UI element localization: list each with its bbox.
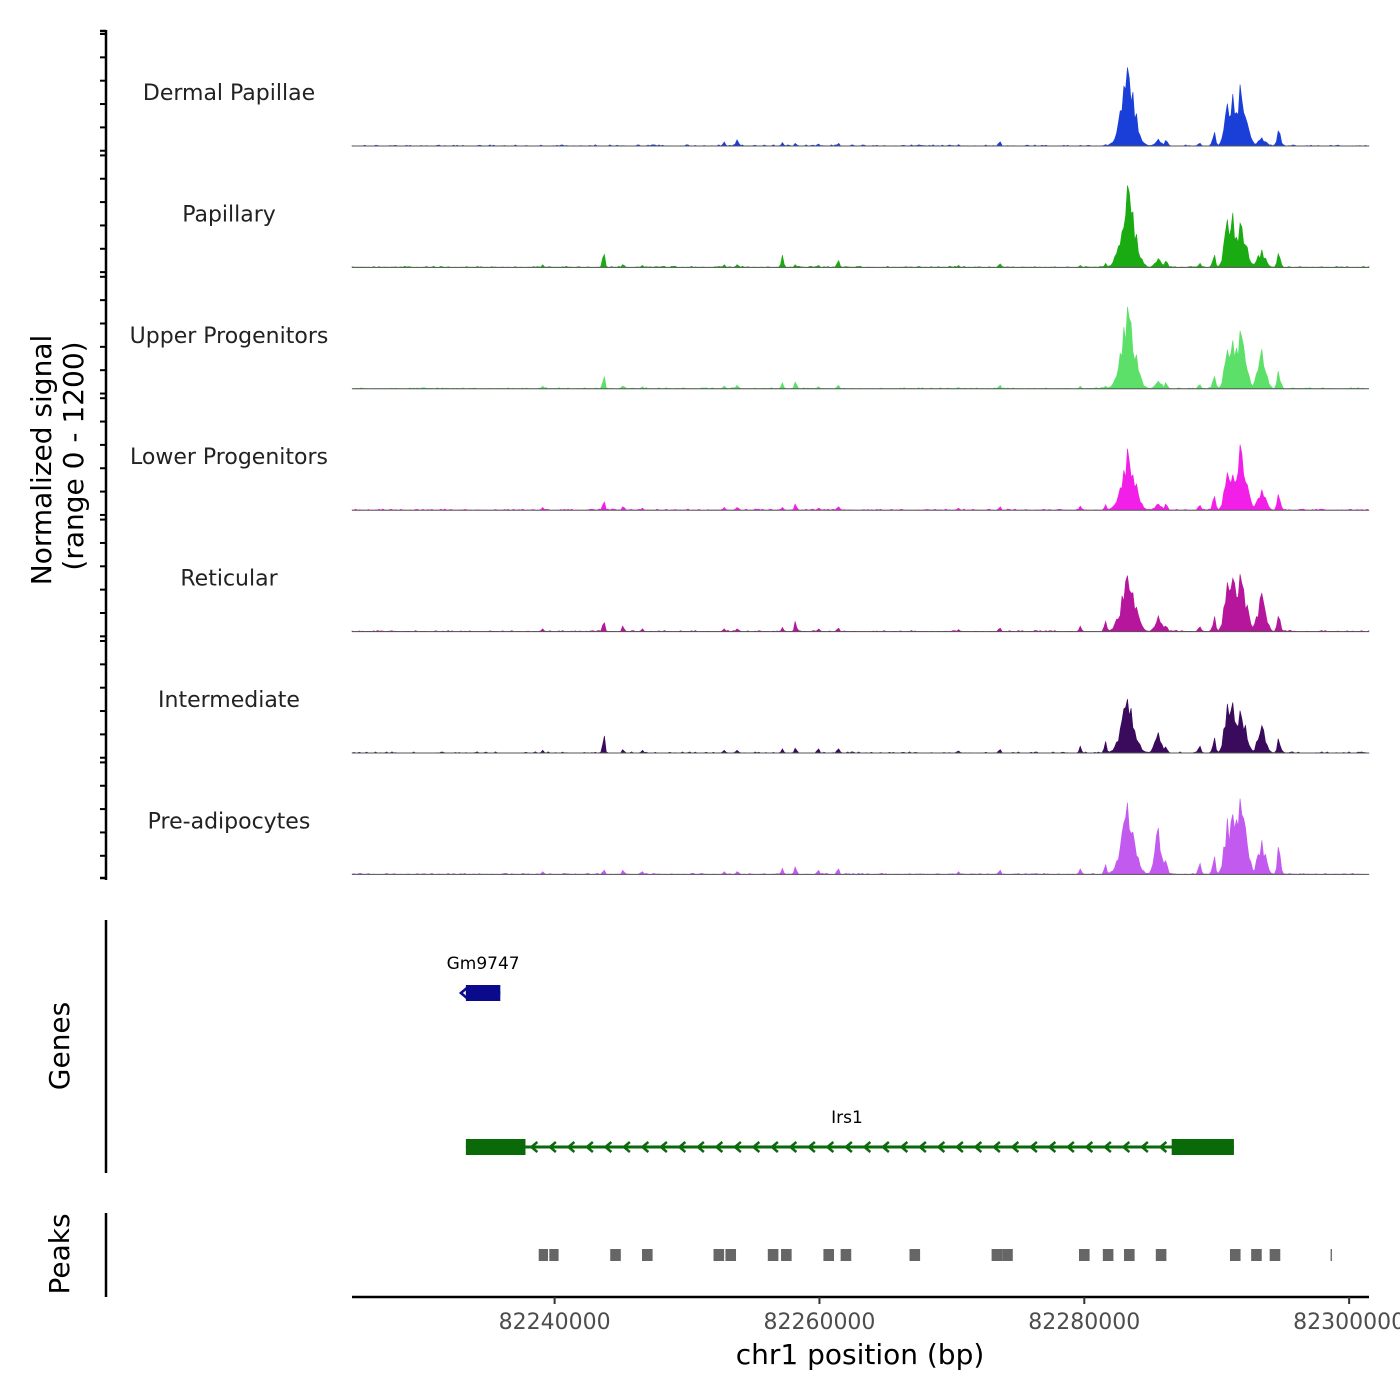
peaks-panel [104, 1213, 1332, 1297]
strand-arrow [899, 1141, 909, 1153]
peak-region [991, 1249, 1003, 1261]
coverage-track: Intermediate [100, 640, 1370, 759]
strand-arrow [695, 1141, 705, 1153]
strand-arrow [843, 1141, 853, 1153]
gene-model: Gm9747 [447, 954, 520, 1001]
track-label: Papillary [182, 202, 276, 227]
x-tick-label: 82240000 [499, 1310, 611, 1335]
strand-arrow [862, 1141, 872, 1153]
strand-arrow [640, 1141, 650, 1153]
coverage-panel: Dermal Papillae Papillary Upper Progenitor… [100, 29, 1370, 880]
strand-arrow [1139, 1141, 1149, 1153]
peak-region [713, 1249, 725, 1261]
peak-region [1330, 1249, 1332, 1261]
coverage-track: Lower Progenitors [100, 397, 1370, 516]
gene-label: Irs1 [831, 1108, 863, 1128]
peak-region [840, 1249, 852, 1261]
peak-region [538, 1249, 548, 1261]
coverage-area [351, 698, 1370, 754]
strand-arrow [677, 1141, 687, 1153]
genes-panel-title: Genes [43, 1002, 76, 1090]
strand-arrow [954, 1141, 964, 1153]
strand-arrow [991, 1141, 1001, 1153]
peak-region [1124, 1249, 1135, 1261]
strand-arrow [917, 1141, 927, 1153]
strand-arrow [547, 1141, 557, 1153]
coverage-area [351, 444, 1370, 511]
strand-arrow [603, 1141, 613, 1153]
track-label: Upper Progenitors [130, 324, 329, 349]
strand-arrow [1121, 1141, 1131, 1153]
peak-region [909, 1249, 921, 1261]
strand-arrow [880, 1141, 890, 1153]
strand-arrow [658, 1141, 668, 1153]
track-label: Reticular [180, 567, 278, 592]
strand-arrow [584, 1141, 594, 1153]
strand-arrow [751, 1141, 761, 1153]
coverage-area [351, 798, 1370, 875]
strand-arrow [936, 1141, 946, 1153]
strand-arrow [621, 1141, 631, 1153]
genes-panel: Gm9747 Irs1 [104, 920, 1234, 1173]
strand-arrow [973, 1141, 983, 1153]
strand-arrow [714, 1141, 724, 1153]
peak-region [781, 1249, 792, 1261]
peak-region [1078, 1249, 1090, 1261]
coverage-track: Papillary [100, 154, 1370, 274]
strand-arrow [806, 1141, 816, 1153]
peak-region [549, 1249, 559, 1261]
peak-region [767, 1249, 779, 1261]
strand-arrow [1028, 1141, 1038, 1153]
strand-arrow [1010, 1141, 1020, 1153]
peak-region [610, 1249, 621, 1261]
strand-arrow [788, 1141, 798, 1153]
y-axis-title-line2: (range 0 - 1200) [57, 341, 90, 570]
peak-region [642, 1249, 653, 1261]
x-tick-label: 82300000 [1293, 1310, 1400, 1335]
strand-arrow [1047, 1141, 1057, 1153]
strand-arrow [732, 1141, 742, 1153]
peak-region [1002, 1249, 1013, 1261]
strand-arrow [825, 1141, 835, 1153]
track-label: Intermediate [158, 688, 300, 713]
strand-arrow [529, 1141, 539, 1153]
peak-region [823, 1249, 835, 1261]
coverage-track: Dermal Papillae [100, 33, 1370, 152]
x-tick-label: 82260000 [763, 1310, 875, 1335]
track-label: Lower Progenitors [130, 445, 328, 470]
coverage-area [351, 574, 1370, 632]
track-label: Pre-adipocytes [148, 809, 311, 834]
strand-arrow [458, 987, 468, 999]
gene-exon [465, 1139, 526, 1155]
strand-arrow [1102, 1141, 1112, 1153]
gene-label: Gm9747 [447, 954, 520, 974]
strand-arrow [566, 1141, 576, 1153]
peak-region [725, 1249, 737, 1261]
peak-region [1251, 1249, 1262, 1261]
coverage-track: Pre-adipocytes [100, 761, 1370, 875]
gene-exon [465, 985, 501, 1001]
coverage-area [351, 67, 1370, 147]
peak-region [1102, 1249, 1114, 1261]
strand-arrow [1158, 1141, 1168, 1153]
strand-arrow [769, 1141, 779, 1153]
x-tick-label: 82280000 [1028, 1310, 1140, 1335]
peak-region [1269, 1249, 1281, 1261]
track-label: Dermal Papillae [143, 81, 315, 106]
coverage-area [351, 306, 1370, 390]
coverage-track: Reticular [100, 518, 1370, 638]
gene-exon [1171, 1139, 1234, 1155]
x-axis: 82240000 82260000 82280000 82300000 [352, 1295, 1400, 1335]
coverage-area [351, 185, 1370, 268]
peaks-panel-title: Peaks [43, 1213, 76, 1294]
peak-region [1229, 1249, 1241, 1261]
peak-region [1155, 1249, 1167, 1261]
y-axis-title-line1: Normalized signal [25, 335, 58, 586]
coverage-track: Upper Progenitors [100, 275, 1370, 395]
strand-arrow [1065, 1141, 1075, 1153]
gene-model: Irs1 [465, 1108, 1234, 1155]
x-axis-title: chr1 position (bp) [736, 1338, 985, 1371]
strand-arrow [1084, 1141, 1094, 1153]
